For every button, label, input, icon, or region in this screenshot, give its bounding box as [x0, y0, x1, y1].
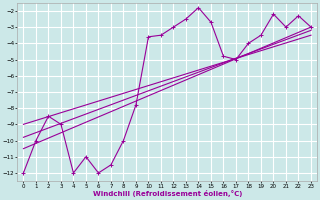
- X-axis label: Windchill (Refroidissement éolien,°C): Windchill (Refroidissement éolien,°C): [92, 190, 242, 197]
